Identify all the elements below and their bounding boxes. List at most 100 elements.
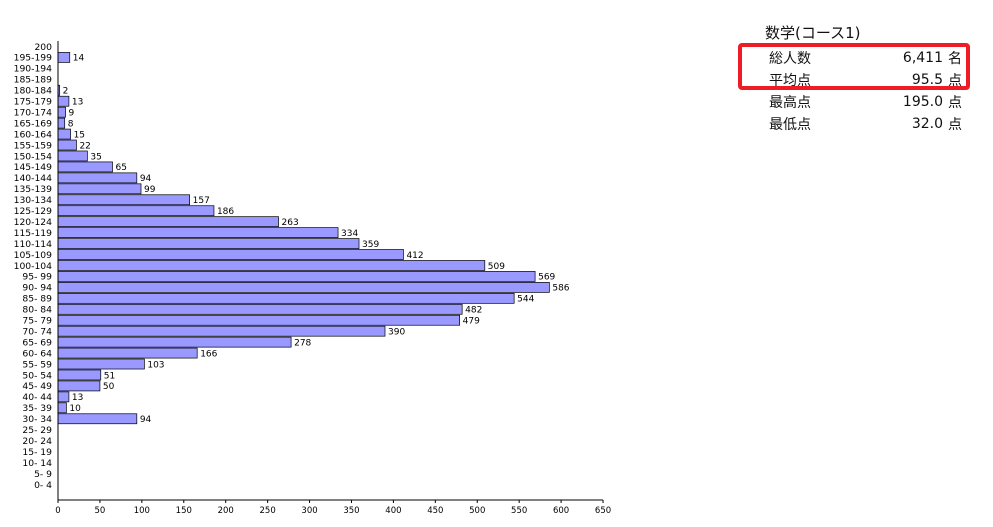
value-labels-layer: 1421398152235659499157186263334359412509… (63, 54, 570, 425)
category-label: 190-194 (14, 64, 53, 75)
x-tick-label: 650 (595, 506, 611, 516)
x-tick-label: 600 (553, 506, 569, 516)
category-label: 55- 59 (22, 359, 52, 370)
category-label: 25- 29 (22, 425, 52, 436)
bar (57, 172, 138, 184)
category-label: 80- 84 (22, 305, 52, 316)
stats-row-mean: 平均点 95.5 点 (769, 69, 962, 91)
bar (57, 161, 113, 173)
stats-label: 平均点 (769, 73, 811, 89)
data-label: 479 (463, 317, 480, 327)
bar (57, 106, 66, 118)
bar (57, 391, 70, 403)
bar (57, 413, 138, 425)
category-label: 95- 99 (22, 272, 52, 283)
category-label: 120-124 (14, 217, 53, 228)
data-label: 2 (63, 87, 69, 97)
bar (57, 260, 486, 271)
data-label: 482 (465, 306, 482, 316)
x-tick-label: 50 (95, 506, 106, 516)
stats-unit: 点 (948, 117, 962, 133)
data-label: 10 (69, 404, 81, 414)
bar (57, 238, 360, 249)
category-label: 140-144 (14, 173, 53, 184)
bar (57, 271, 536, 282)
category-label: 200 (34, 42, 52, 53)
stats-label: 総人数 (769, 51, 811, 67)
bar (57, 52, 71, 63)
data-label: 99 (144, 185, 156, 195)
category-label: 110-114 (14, 239, 53, 250)
bar (57, 314, 460, 326)
category-label: 20- 24 (22, 436, 52, 447)
data-label: 94 (140, 415, 152, 425)
x-tick-label: 200 (218, 506, 234, 516)
x-tick-label: 400 (385, 506, 401, 516)
category-label: 65- 69 (22, 337, 52, 348)
bar (57, 325, 386, 337)
category-label: 70- 74 (22, 326, 52, 337)
category-label: 30- 34 (22, 414, 52, 425)
x-tick-label: 500 (469, 506, 485, 516)
category-label: 180-184 (14, 86, 53, 97)
category-label: 175-179 (14, 97, 53, 108)
category-label: 195-199 (14, 53, 53, 64)
bar (57, 336, 292, 348)
category-label: 150-154 (14, 151, 53, 162)
category-label: 15- 19 (22, 447, 52, 458)
bar (57, 249, 404, 260)
bar (57, 128, 71, 140)
bar (57, 347, 198, 359)
score-histogram: 1421398152235659499157186263334359412509… (14, 41, 611, 516)
stats-unit: 点 (948, 95, 962, 111)
bar (57, 194, 190, 206)
data-label: 586 (552, 284, 569, 294)
category-label: 90- 94 (22, 283, 52, 294)
x-tick-label: 300 (301, 506, 317, 516)
bar (57, 282, 550, 293)
x-tick-label: 100 (134, 506, 150, 516)
category-label: 35- 39 (22, 403, 52, 414)
category-label: 45- 49 (22, 381, 52, 392)
category-label: 145-149 (14, 162, 53, 173)
category-label: 170-174 (14, 107, 53, 118)
category-label: 0- 4 (34, 480, 52, 491)
x-tick-label: 550 (511, 506, 527, 516)
category-label: 50- 54 (22, 370, 52, 381)
x-tick-label: 250 (260, 506, 276, 516)
category-label: 115-119 (14, 228, 53, 239)
category-label: 75- 79 (22, 316, 52, 327)
bar (57, 358, 145, 370)
data-label: 15 (74, 130, 85, 140)
data-label: 334 (341, 229, 358, 239)
category-label: 60- 64 (22, 348, 52, 359)
data-label: 186 (217, 207, 234, 217)
stats-value: 6,411 (902, 50, 943, 66)
bar (57, 150, 88, 162)
bar (57, 139, 77, 151)
category-label: 10- 14 (22, 458, 52, 469)
data-label: 359 (362, 240, 379, 250)
category-labels-layer: 200195-199190-194185-189180-184175-17917… (14, 42, 53, 491)
data-label: 509 (488, 262, 505, 272)
x-axis: 0 50 100 150 200 250 300 350 400 450 500 550 600 650 (55, 41, 611, 516)
stats-row-total: 総人数 6,411 名 (769, 47, 962, 69)
category-label: 105-109 (14, 250, 53, 261)
stats-panel: 数学(コース1) 総人数 6,411 名 平均点 95.5 点 最高点 195.… (765, 22, 980, 135)
bar (57, 369, 102, 381)
stats-unit: 点 (948, 73, 962, 89)
data-label: 13 (72, 98, 83, 108)
category-label: 155-159 (14, 140, 53, 151)
data-label: 8 (68, 119, 74, 129)
stats-title: 数学(コース1) (765, 24, 861, 42)
data-label: 263 (282, 218, 299, 228)
data-label: 9 (69, 108, 75, 118)
category-label: 100-104 (14, 261, 53, 272)
bar (57, 117, 66, 129)
bar (57, 216, 279, 228)
bars-layer (57, 52, 550, 425)
data-label: 103 (147, 360, 164, 370)
x-tick-label: 350 (343, 506, 359, 516)
data-label: 544 (517, 295, 534, 305)
bar (57, 227, 339, 238)
